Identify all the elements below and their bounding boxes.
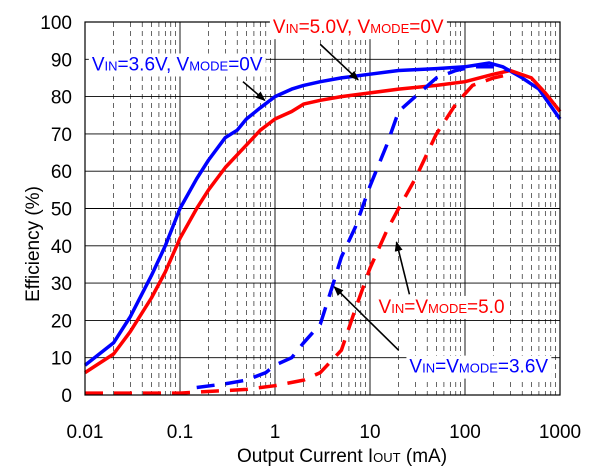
annotation-subscript: IN — [422, 361, 435, 376]
y-tick-label: 0 — [61, 386, 72, 407]
annotation-text: =0V — [409, 17, 444, 38]
annotation-text: V — [409, 357, 422, 378]
y-tick-label: 10 — [51, 349, 72, 370]
x-tick-label: 0.1 — [167, 422, 193, 443]
annotation-subscript: MODE — [370, 21, 409, 36]
annotation-subscript: MODE — [459, 361, 498, 376]
annotation-background — [406, 355, 552, 379]
annotation-subscript: IN — [105, 58, 118, 73]
series-line-2 — [196, 65, 511, 390]
series-line-3 — [85, 72, 511, 395]
y-tick-label: 90 — [51, 50, 72, 71]
series-line-0 — [83, 61, 562, 367]
y-tick-label: 60 — [51, 162, 72, 183]
annotation-text: V — [92, 54, 105, 75]
series-group — [83, 61, 562, 395]
series-annotation-2: VIN=VMODE=5.0 — [379, 297, 505, 318]
x-axis-label: Output Current IOUT (mA) — [237, 446, 447, 467]
y-tick-label: 50 — [51, 200, 72, 221]
annotation-subscript: MODE — [428, 301, 467, 316]
y-axis-label: Efficiency (%) — [23, 186, 44, 302]
annotation-text: =5.0V, V — [299, 17, 371, 38]
y-tick-label: 70 — [51, 125, 72, 146]
x-axis-label-subscript: OUT — [373, 450, 401, 465]
y-tick-label: 80 — [51, 88, 72, 109]
annotation-text: V — [379, 297, 392, 318]
y-tick-label: 20 — [51, 311, 72, 332]
y-tick-label: 30 — [51, 274, 72, 295]
annotation-text: =V — [435, 357, 459, 378]
annotation-text: =5.0 — [467, 297, 505, 318]
series-annotation-1: VIN=3.6V, VMODE=0V — [92, 54, 263, 75]
x-tick-label: 1 — [270, 422, 281, 443]
annotation-background — [269, 16, 447, 40]
annotation-arrow — [242, 81, 266, 101]
x-tick-label: 1000 — [539, 422, 581, 443]
annotation-text: =V — [404, 297, 428, 318]
annotation-subscript: IN — [391, 301, 404, 316]
annotation-text: =0V — [228, 54, 263, 75]
annotation-subscript: MODE — [189, 58, 228, 73]
series-annotation-3: VIN=VMODE=3.6V — [409, 357, 548, 378]
annotation-arrow — [394, 241, 411, 295]
series-line-1 — [84, 68, 562, 375]
annotation-arrow — [333, 286, 400, 351]
annotation-background — [88, 53, 266, 77]
x-tick-label: 0.01 — [67, 422, 104, 443]
annotation-text: =3.6V, V — [118, 54, 190, 75]
annotation-background — [375, 295, 508, 319]
annotation-text: V — [273, 17, 286, 38]
series-annotation-0: VIN=5.0V, VMODE=0V — [273, 17, 444, 38]
y-tick-labels: 0 10 20 30 40 50 60 70 80 90 100 — [40, 13, 72, 407]
x-tick-label: 100 — [449, 422, 481, 443]
annotation-subscript: IN — [286, 21, 299, 36]
x-tick-labels: 0.01 0.1 1 10 100 1000 — [67, 422, 582, 443]
y-tick-label: 40 — [51, 237, 72, 258]
annotation-arrow — [319, 43, 359, 81]
x-tick-label: 10 — [359, 422, 380, 443]
y-tick-label: 100 — [40, 13, 72, 34]
annotation-text: =3.6V — [498, 357, 549, 378]
x-axis-label-suffix: (mA) — [401, 446, 447, 467]
x-axis-label-prefix: Output Current I — [237, 446, 373, 467]
